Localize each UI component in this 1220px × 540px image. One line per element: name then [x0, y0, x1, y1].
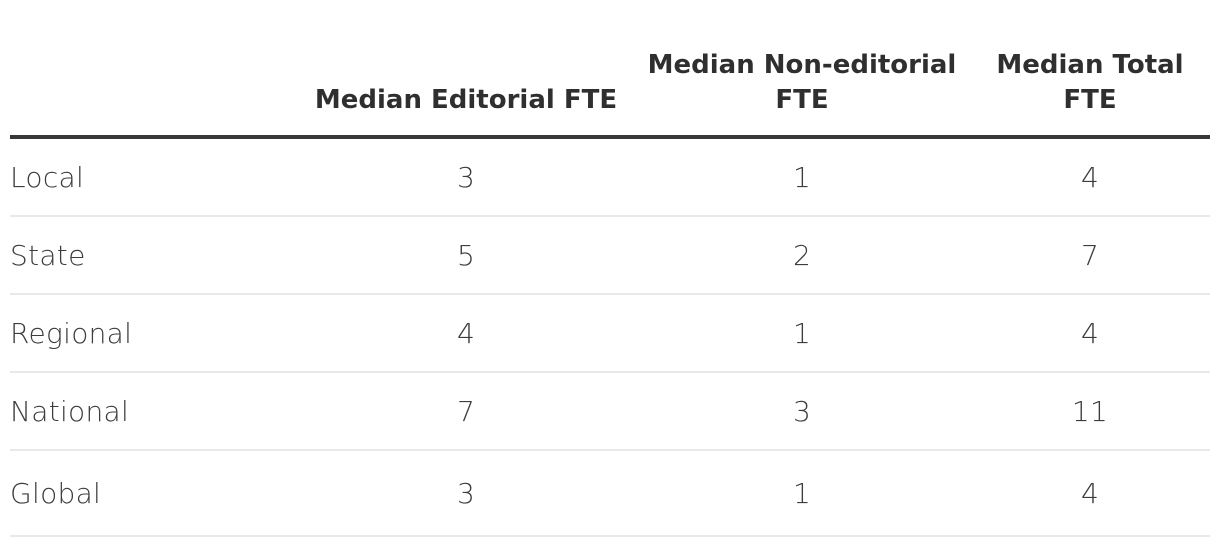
cell-total-fte: 4	[1080, 160, 1100, 194]
table-row-global: Global 3 1 4	[10, 449, 1210, 537]
cell-editorial-fte: 3	[456, 160, 476, 194]
cell-non-editorial-fte: 1	[634, 449, 970, 537]
cell-editorial-fte: 7	[298, 371, 634, 450]
table-body: Local 3 1 4 State 5 2 7 Regional 4 1 4 N…	[10, 137, 1210, 537]
cell-editorial-fte: 3	[298, 449, 634, 537]
table-row-state: State 5 2 7	[10, 215, 1210, 294]
row-label: Regional	[10, 293, 298, 372]
cell-total-fte: 4	[970, 293, 1210, 372]
cell-editorial-fte: 5	[298, 215, 634, 294]
header-cell-median-non-editorial-fte: Median Non-editorial FTE	[634, 14, 970, 139]
cell-total-fte: 11	[970, 371, 1210, 450]
table-header: Median Editorial FTE Median Non-editoria…	[10, 14, 1210, 139]
table-row-national: National 7 3 11	[10, 371, 1210, 450]
row-label: Local	[10, 160, 85, 194]
cell-non-editorial-fte: 1	[634, 293, 970, 372]
cell-non-editorial-fte: 1	[792, 160, 812, 194]
row-label: National	[10, 371, 298, 450]
cell-total-fte: 7	[970, 215, 1210, 294]
table-row-regional: Regional 4 1 4	[10, 293, 1210, 372]
header-cell-empty	[10, 14, 298, 139]
header-cell-median-editorial-fte: Median Editorial FTE	[298, 14, 634, 139]
cell-non-editorial-fte: 2	[634, 215, 970, 294]
header-cell-median-total-fte: Median Total FTE	[970, 14, 1210, 139]
header-row: Median Editorial FTE Median Non-editoria…	[10, 14, 1210, 139]
median-fte-table: Median Editorial FTE Median Non-editoria…	[10, 14, 1210, 537]
table-row-local: Local 3 1 4	[10, 137, 1210, 216]
row-label: State	[10, 215, 298, 294]
cell-editorial-fte: 4	[298, 293, 634, 372]
cell-total-fte: 4	[970, 449, 1210, 537]
cell-non-editorial-fte: 3	[634, 371, 970, 450]
row-label: Global	[10, 449, 298, 537]
